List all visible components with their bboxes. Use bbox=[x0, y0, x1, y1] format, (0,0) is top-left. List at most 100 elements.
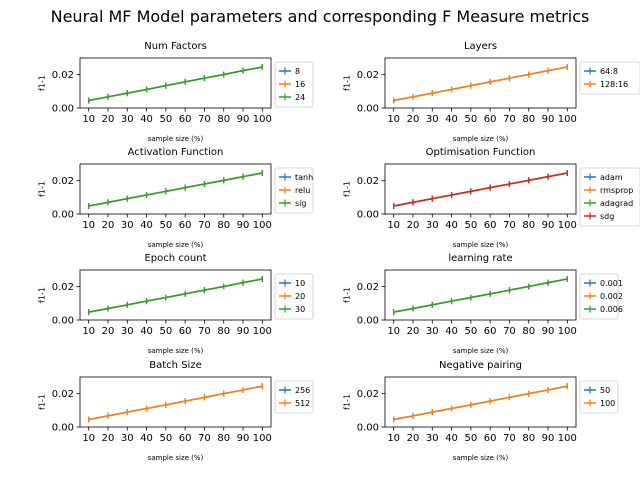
x-tick-label: 30 bbox=[426, 326, 439, 337]
axes-frame bbox=[384, 163, 577, 215]
subplot-title: Num Factors bbox=[144, 41, 207, 52]
x-tick-label: 60 bbox=[179, 220, 192, 231]
legend-entry: tanh bbox=[295, 173, 313, 182]
x-tick-label: 60 bbox=[179, 433, 192, 444]
y-tick-label: 0.02 bbox=[52, 282, 74, 293]
legend: adam rmsprop adagrad sdg bbox=[579, 167, 640, 227]
y-tick-label: 0.02 bbox=[357, 282, 379, 293]
y-tick-label: 0.00 bbox=[52, 210, 74, 221]
x-tick-label: 40 bbox=[140, 433, 153, 444]
axes-frame bbox=[79, 376, 272, 428]
x-tick-label: 50 bbox=[159, 220, 172, 231]
legend-entry: 0.006 bbox=[600, 305, 623, 314]
x-tick-label: 30 bbox=[121, 220, 134, 231]
x-tick-label: 90 bbox=[237, 326, 250, 337]
x-tick-label: 100 bbox=[253, 220, 272, 231]
legend-entry: 0.002 bbox=[600, 292, 623, 301]
legend: 0.001 0.002 0.006 bbox=[579, 273, 623, 320]
x-tick-label: 30 bbox=[426, 433, 439, 444]
x-tick-label: 20 bbox=[407, 326, 420, 337]
y-tick-label: 0.00 bbox=[52, 104, 74, 115]
x-tick-label: 10 bbox=[387, 114, 400, 125]
x-tick-label: 90 bbox=[542, 326, 555, 337]
x-tick-label: 40 bbox=[140, 326, 153, 337]
x-tick-label: 10 bbox=[387, 326, 400, 337]
x-tick-label: 20 bbox=[102, 220, 115, 231]
x-tick-label: 40 bbox=[140, 114, 153, 125]
y-axis-label: f1-1 bbox=[343, 394, 352, 410]
x-tick-label: 70 bbox=[503, 220, 516, 231]
legend-box bbox=[579, 380, 619, 414]
x-tick-label: 70 bbox=[503, 433, 516, 444]
x-tick-label: 50 bbox=[464, 220, 477, 231]
x-tick-label: 100 bbox=[558, 220, 577, 231]
x-tick-label: 60 bbox=[484, 114, 497, 125]
series-line bbox=[88, 278, 263, 313]
x-tick-label: 90 bbox=[237, 220, 250, 231]
x-tick-label: 100 bbox=[558, 433, 577, 444]
legend-entry: 16 bbox=[295, 80, 305, 89]
axes-frame bbox=[79, 163, 272, 215]
subplot: Num Factors 10 20 30 40 50 60 70 80 90 100 0.00 0.02… bbox=[38, 41, 314, 143]
series-line bbox=[88, 385, 263, 421]
x-tick-label: 40 bbox=[445, 433, 458, 444]
x-tick-label: 10 bbox=[387, 433, 400, 444]
legend-entry: rmsprop bbox=[600, 186, 633, 195]
x-tick-label: 90 bbox=[237, 114, 250, 125]
x-tick-label: 90 bbox=[237, 433, 250, 444]
x-tick-label: 80 bbox=[217, 114, 230, 125]
x-tick-label: 50 bbox=[464, 433, 477, 444]
y-tick-label: 0.02 bbox=[357, 389, 379, 400]
y-tick-label: 0.00 bbox=[52, 423, 74, 434]
x-tick-label: 40 bbox=[445, 326, 458, 337]
legend-entry: 50 bbox=[600, 386, 610, 395]
y-tick-label: 0.02 bbox=[52, 389, 74, 400]
x-tick-label: 100 bbox=[558, 114, 577, 125]
x-tick-label: 60 bbox=[179, 114, 192, 125]
x-tick-label: 40 bbox=[445, 220, 458, 231]
axes-frame bbox=[79, 57, 272, 109]
x-axis-label: sample size (%) bbox=[453, 347, 509, 355]
subplot: Layers 10 20 30 40 50 60 70 80 90 100 0.00 0.02 sampl… bbox=[343, 41, 640, 143]
x-tick-label: 50 bbox=[464, 326, 477, 337]
x-axis-label: sample size (%) bbox=[453, 135, 509, 143]
y-axis-label: f1-1 bbox=[343, 181, 352, 197]
x-tick-label: 30 bbox=[121, 114, 134, 125]
legend-entry: 512 bbox=[295, 399, 310, 408]
x-tick-label: 50 bbox=[159, 433, 172, 444]
x-tick-label: 20 bbox=[102, 326, 115, 337]
axes-frame bbox=[384, 57, 577, 109]
x-tick-label: 60 bbox=[484, 220, 497, 231]
legend: tanh relu sig bbox=[274, 167, 314, 214]
legend-entry: 24 bbox=[295, 93, 305, 102]
y-tick-label: 0.00 bbox=[357, 210, 379, 221]
subplot: Optimisation Function 10 20 30 40 50 60 70 80 90 1… bbox=[343, 147, 640, 249]
legend-box bbox=[579, 61, 640, 95]
subplot: Batch Size 10 20 30 40 50 60 70 80 90 100 0.00 0.02 s… bbox=[38, 360, 314, 462]
x-tick-label: 70 bbox=[503, 114, 516, 125]
legend-entry: 30 bbox=[295, 305, 305, 314]
subplot-title: Activation Function bbox=[128, 147, 224, 158]
legend-box bbox=[579, 167, 640, 227]
legend-entry: 256 bbox=[295, 386, 310, 395]
y-axis-label: f1-1 bbox=[38, 287, 47, 303]
x-tick-label: 60 bbox=[484, 433, 497, 444]
series-line bbox=[393, 172, 568, 207]
x-axis-label: sample size (%) bbox=[148, 347, 204, 355]
series-line bbox=[393, 278, 568, 313]
x-tick-label: 90 bbox=[542, 220, 555, 231]
legend-entry: 20 bbox=[295, 292, 305, 301]
legend-entry: 10 bbox=[295, 279, 305, 288]
y-tick-label: 0.02 bbox=[52, 70, 74, 81]
x-tick-label: 10 bbox=[82, 114, 95, 125]
legend: 8 16 24 bbox=[274, 61, 314, 108]
x-tick-label: 70 bbox=[198, 220, 211, 231]
x-tick-label: 80 bbox=[522, 114, 535, 125]
x-tick-label: 100 bbox=[558, 326, 577, 337]
legend: 10 20 30 bbox=[274, 273, 314, 320]
axes-frame bbox=[384, 376, 577, 428]
x-axis-label: sample size (%) bbox=[148, 454, 204, 462]
y-axis-label: f1-1 bbox=[343, 75, 352, 91]
